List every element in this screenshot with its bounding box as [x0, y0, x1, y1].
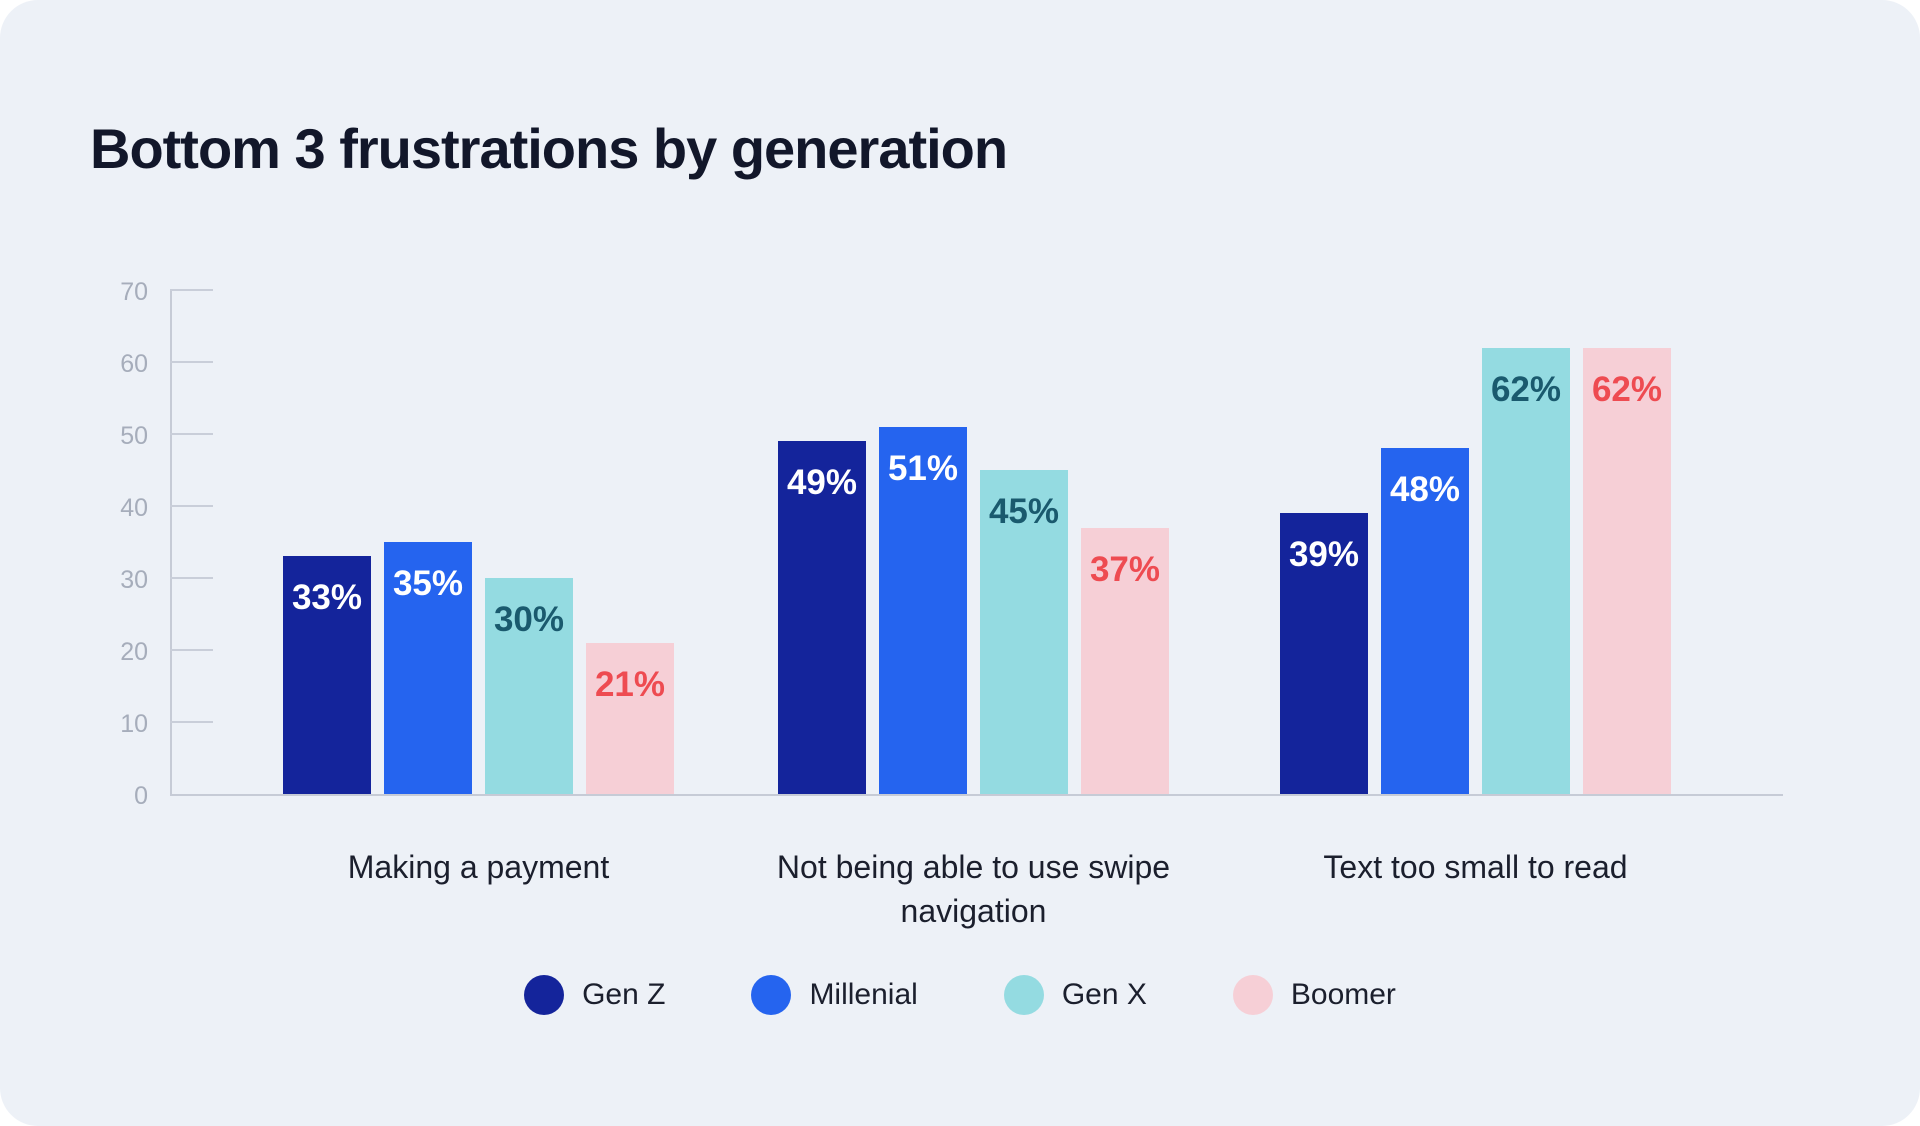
chart-title: Bottom 3 frustrations by generation: [90, 117, 1008, 180]
legend-item: Boomer: [1232, 975, 1396, 1015]
bar: 62%: [1482, 348, 1570, 794]
bar-value-label: 30%: [493, 600, 565, 639]
category-label: Making a payment: [347, 849, 610, 885]
bar: 30%: [485, 578, 573, 794]
y-axis-tick: [170, 289, 213, 291]
bar: 45%: [980, 470, 1068, 794]
legend-dot-icon: [751, 975, 792, 1015]
legend-dot-icon: [1003, 975, 1044, 1015]
legend-item: Millenial: [751, 975, 918, 1015]
bar-value-label: 33%: [291, 578, 363, 617]
bar: 33%: [283, 556, 371, 794]
y-axis-tick: [170, 721, 213, 723]
y-axis-tick: [170, 505, 213, 507]
bar: 62%: [1583, 348, 1671, 794]
bar-value-label: 51%: [887, 449, 959, 488]
y-axis-label: 70: [120, 278, 148, 306]
y-axis-label: 0: [134, 782, 148, 810]
legend-dot-icon: [524, 975, 565, 1015]
legend-label: Boomer: [1290, 978, 1396, 1011]
bar-value-label: 45%: [988, 492, 1060, 531]
legend: Gen Z Millenial Gen X Boomer: [0, 975, 1920, 1015]
bar: 51%: [879, 427, 967, 794]
y-axis-tick: [170, 433, 213, 435]
legend-label: Millenial: [809, 978, 918, 1011]
bar-value-label: 21%: [594, 665, 666, 704]
y-axis-tick: [170, 361, 213, 363]
x-axis-line: [170, 794, 1783, 796]
bar-value-label: 62%: [1591, 370, 1663, 409]
legend-dot-icon: [1232, 975, 1273, 1015]
legend-item: Gen X: [1003, 975, 1147, 1015]
legend-label: Gen Z: [582, 978, 666, 1011]
legend-item: Gen Z: [524, 975, 665, 1015]
bar: 21%: [586, 643, 674, 794]
y-axis-label: 20: [120, 638, 148, 666]
bar-value-label: 35%: [392, 564, 464, 603]
bar: 39%: [1280, 513, 1368, 794]
category-label: Text too small to read: [1323, 849, 1628, 885]
y-axis-label: 10: [120, 710, 148, 738]
y-axis-label: 30: [120, 566, 148, 594]
legend-label: Gen X: [1061, 978, 1147, 1011]
bar: 48%: [1381, 448, 1469, 794]
y-axis-label: 40: [120, 494, 148, 522]
y-axis-tick: [170, 649, 213, 651]
bar-value-label: 39%: [1288, 535, 1360, 574]
y-axis-tick: [170, 577, 213, 579]
bar: 35%: [384, 542, 472, 794]
y-axis-line: [170, 290, 172, 794]
y-axis-label: 50: [120, 422, 148, 450]
bar: 37%: [1081, 528, 1169, 794]
bar-value-label: 62%: [1490, 370, 1562, 409]
bar-value-label: 37%: [1089, 550, 1161, 589]
category-label: Not being able to use swipe navigation: [776, 849, 1171, 929]
y-axis-label: 60: [120, 350, 148, 378]
bar: 49%: [778, 441, 866, 794]
bar-value-label: 49%: [786, 463, 858, 502]
bar-value-label: 48%: [1389, 470, 1461, 509]
